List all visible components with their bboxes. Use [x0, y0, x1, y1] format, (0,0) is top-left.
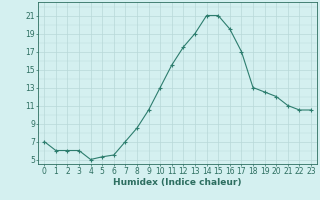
X-axis label: Humidex (Indice chaleur): Humidex (Indice chaleur)	[113, 178, 242, 187]
